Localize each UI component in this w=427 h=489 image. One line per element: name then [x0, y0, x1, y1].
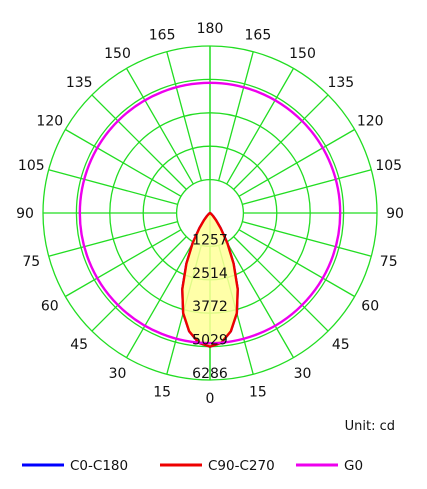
angle-label-135-right: 135 [327, 75, 354, 91]
angle-label-60-left: 60 [41, 299, 59, 315]
series-layer [78, 81, 342, 348]
legend: C0-C180 C90-C270 G0 [22, 458, 363, 474]
grid-spoke-165 [218, 51, 254, 181]
legend-item-g0: G0 [296, 458, 363, 474]
unit-label: Unit: cd [345, 419, 395, 434]
grid-spoke-75 [242, 221, 372, 257]
angle-label-90-right: 90 [386, 206, 404, 222]
angle-label-0: 0 [206, 391, 215, 407]
label-layer: 0 15 15 30 30 45 45 60 60 75 75 90 90 105 105 120 120 135… [16, 21, 404, 407]
angle-label-30-right: 30 [294, 366, 312, 382]
grid-spoke-195 [166, 51, 202, 181]
angle-label-120-right: 120 [357, 114, 384, 130]
radial-label-2514: 2514 [192, 266, 228, 282]
angle-label-30-left: 30 [109, 366, 127, 382]
angle-label-75-left: 75 [22, 254, 40, 270]
grid-spoke-105 [242, 169, 372, 205]
legend-item-c0-c180: C0-C180 [22, 458, 128, 474]
legend-label-c0-c180: C0-C180 [70, 458, 128, 474]
grid-spoke-300 [65, 229, 182, 298]
angle-label-165-right: 165 [245, 27, 272, 43]
grid-spoke-225 [91, 94, 187, 190]
grid-spoke-255 [48, 169, 178, 205]
grid-spoke-135 [233, 94, 329, 190]
grid-spoke-315 [91, 236, 187, 332]
grid-spoke-330 [125, 241, 194, 358]
grid-spoke-240 [65, 128, 182, 197]
angle-label-60-right: 60 [361, 299, 379, 315]
legend-label-c90-c270: C90-C270 [208, 458, 275, 474]
angle-label-105-right: 105 [375, 158, 402, 174]
grid-spoke-60 [238, 229, 355, 298]
grid-spoke-285 [48, 221, 178, 257]
radial-label-5029: 5029 [192, 333, 228, 349]
radial-label-3772: 3772 [192, 299, 228, 315]
angle-label-45-left: 45 [70, 337, 88, 353]
angle-label-90-left: 90 [16, 206, 34, 222]
angle-label-135-left: 135 [66, 75, 93, 91]
series-c90-c270-curve [181, 211, 239, 348]
angle-label-165-left: 165 [149, 27, 176, 43]
legend-item-c90-c270: C90-C270 [160, 458, 275, 474]
grid-spoke-150 [226, 68, 295, 185]
series-g0-curve [78, 81, 342, 345]
grid-spoke-210 [125, 68, 194, 185]
radial-label-1257: 1257 [192, 232, 228, 248]
angle-label-75-right: 75 [380, 254, 398, 270]
angle-label-15-left: 15 [153, 385, 171, 401]
grid-spoke-30 [226, 241, 295, 358]
grid-spoke-45 [233, 236, 329, 332]
angle-label-45-right: 45 [332, 337, 350, 353]
angle-label-150-right: 150 [289, 46, 316, 62]
legend-label-g0: G0 [344, 458, 363, 474]
angle-label-120-left: 120 [36, 114, 63, 130]
angle-label-15-right: 15 [249, 385, 267, 401]
angle-label-105-left: 105 [18, 158, 45, 174]
angle-label-150-left: 150 [104, 46, 131, 62]
radial-label-6286: 6286 [192, 366, 228, 382]
angle-label-180: 180 [197, 21, 224, 37]
grid-spoke-120 [238, 128, 355, 197]
